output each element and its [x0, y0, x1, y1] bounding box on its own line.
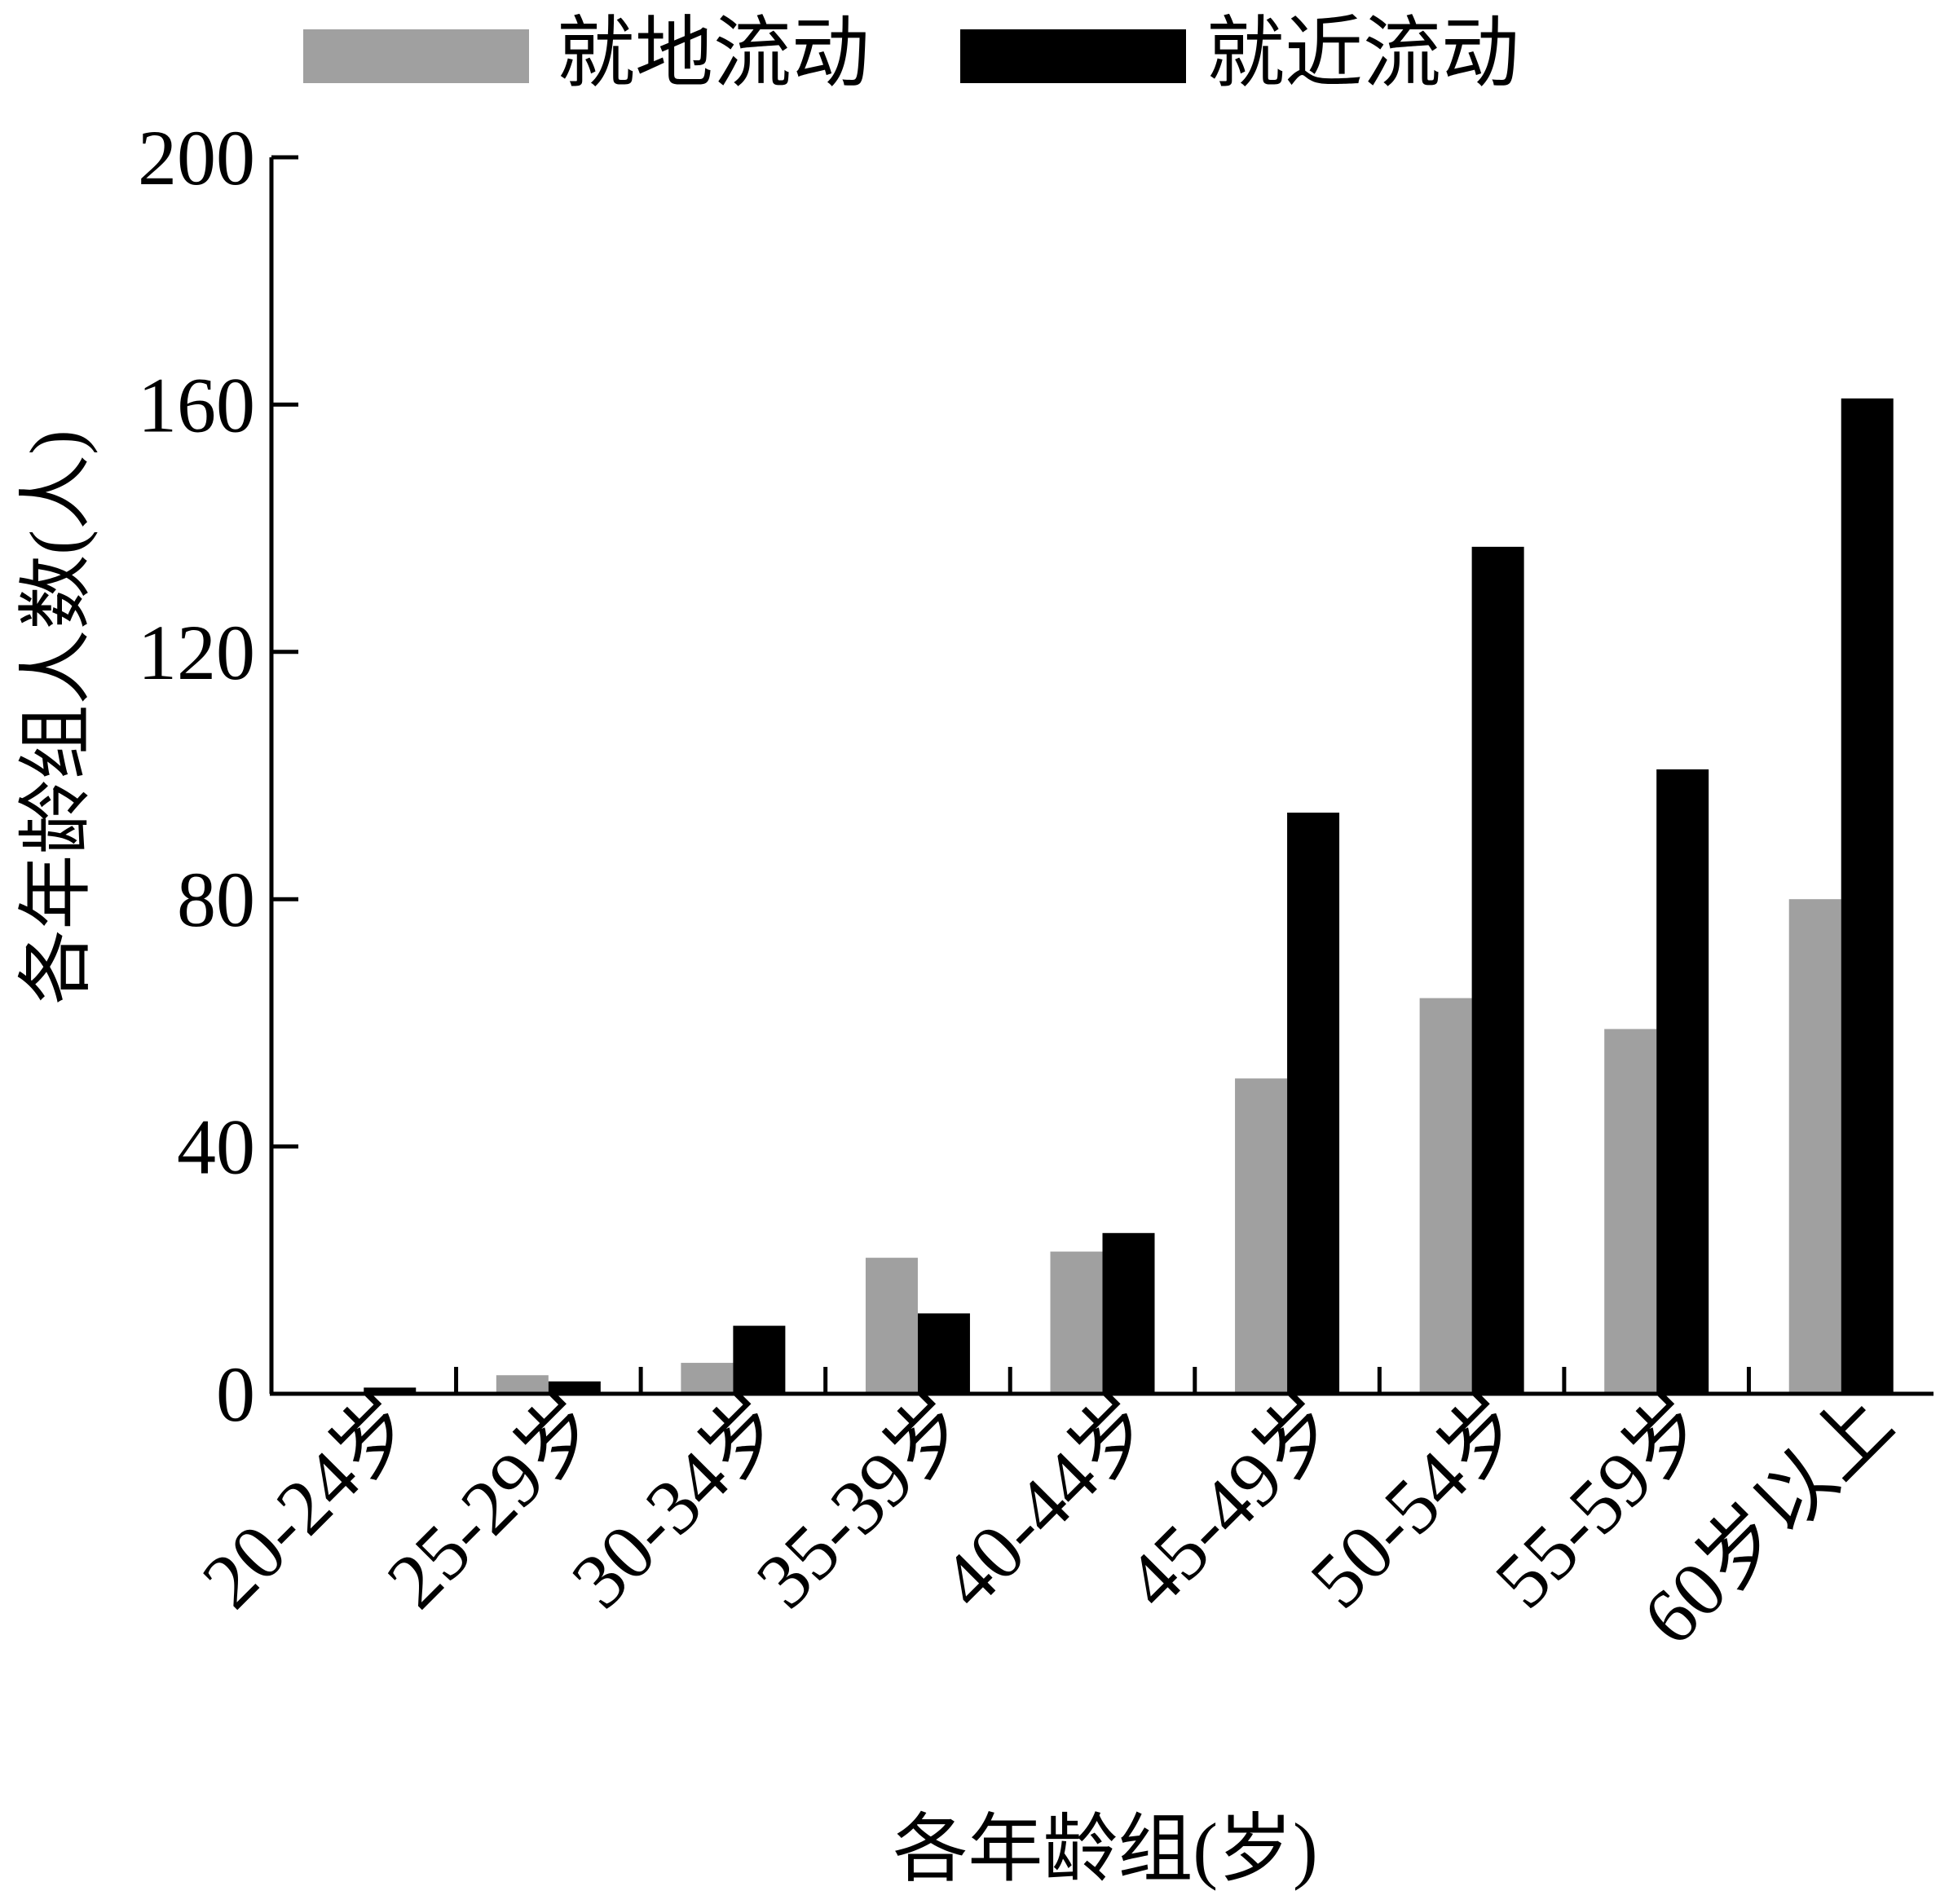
- x-axis-title: 各年龄组(岁): [893, 1808, 1317, 1891]
- bar-1-9: [1788, 899, 1841, 1394]
- y-axis-ticks: 0 40 80 120 160 200: [138, 114, 298, 1438]
- bar-2-6: [1287, 813, 1340, 1394]
- y-axis-title: 各年龄组人数(人): [15, 430, 98, 1004]
- bar-2-4: [917, 1313, 970, 1394]
- y-tick-label: 80: [177, 856, 255, 943]
- bars: [364, 398, 1894, 1395]
- legend-swatch-series-2: [960, 29, 1186, 83]
- bar-1-8: [1604, 1029, 1657, 1394]
- bar-1-7: [1419, 998, 1472, 1394]
- bar-1-5: [1050, 1251, 1103, 1394]
- y-tick-label: 120: [138, 609, 255, 696]
- legend: 就地流动 就近流动: [303, 10, 1519, 97]
- bar-1-2: [496, 1375, 549, 1394]
- y-tick-label: 40: [177, 1104, 255, 1191]
- bar-2-3: [733, 1325, 786, 1394]
- x-axis-ticks: 20-24岁25-29岁30-34岁35-39岁40-44岁45-49岁50-5…: [185, 1367, 1909, 1661]
- bar-2-7: [1471, 546, 1524, 1394]
- legend-label-series-1: 就地流动: [557, 10, 870, 97]
- y-tick-label: 160: [138, 361, 255, 448]
- bar-2-1: [364, 1387, 417, 1394]
- bar-2-9: [1841, 398, 1894, 1395]
- y-tick-label: 200: [138, 114, 255, 201]
- legend-label-series-2: 就近流动: [1206, 10, 1519, 97]
- bar-2-2: [548, 1381, 601, 1394]
- bar-2-8: [1656, 769, 1709, 1394]
- bar-1-6: [1235, 1078, 1288, 1394]
- bar-2-5: [1102, 1232, 1155, 1394]
- legend-swatch-series-1: [303, 29, 529, 83]
- y-tick-label: 0: [216, 1351, 255, 1438]
- bar-1-3: [681, 1363, 734, 1394]
- bar-1-4: [865, 1258, 918, 1394]
